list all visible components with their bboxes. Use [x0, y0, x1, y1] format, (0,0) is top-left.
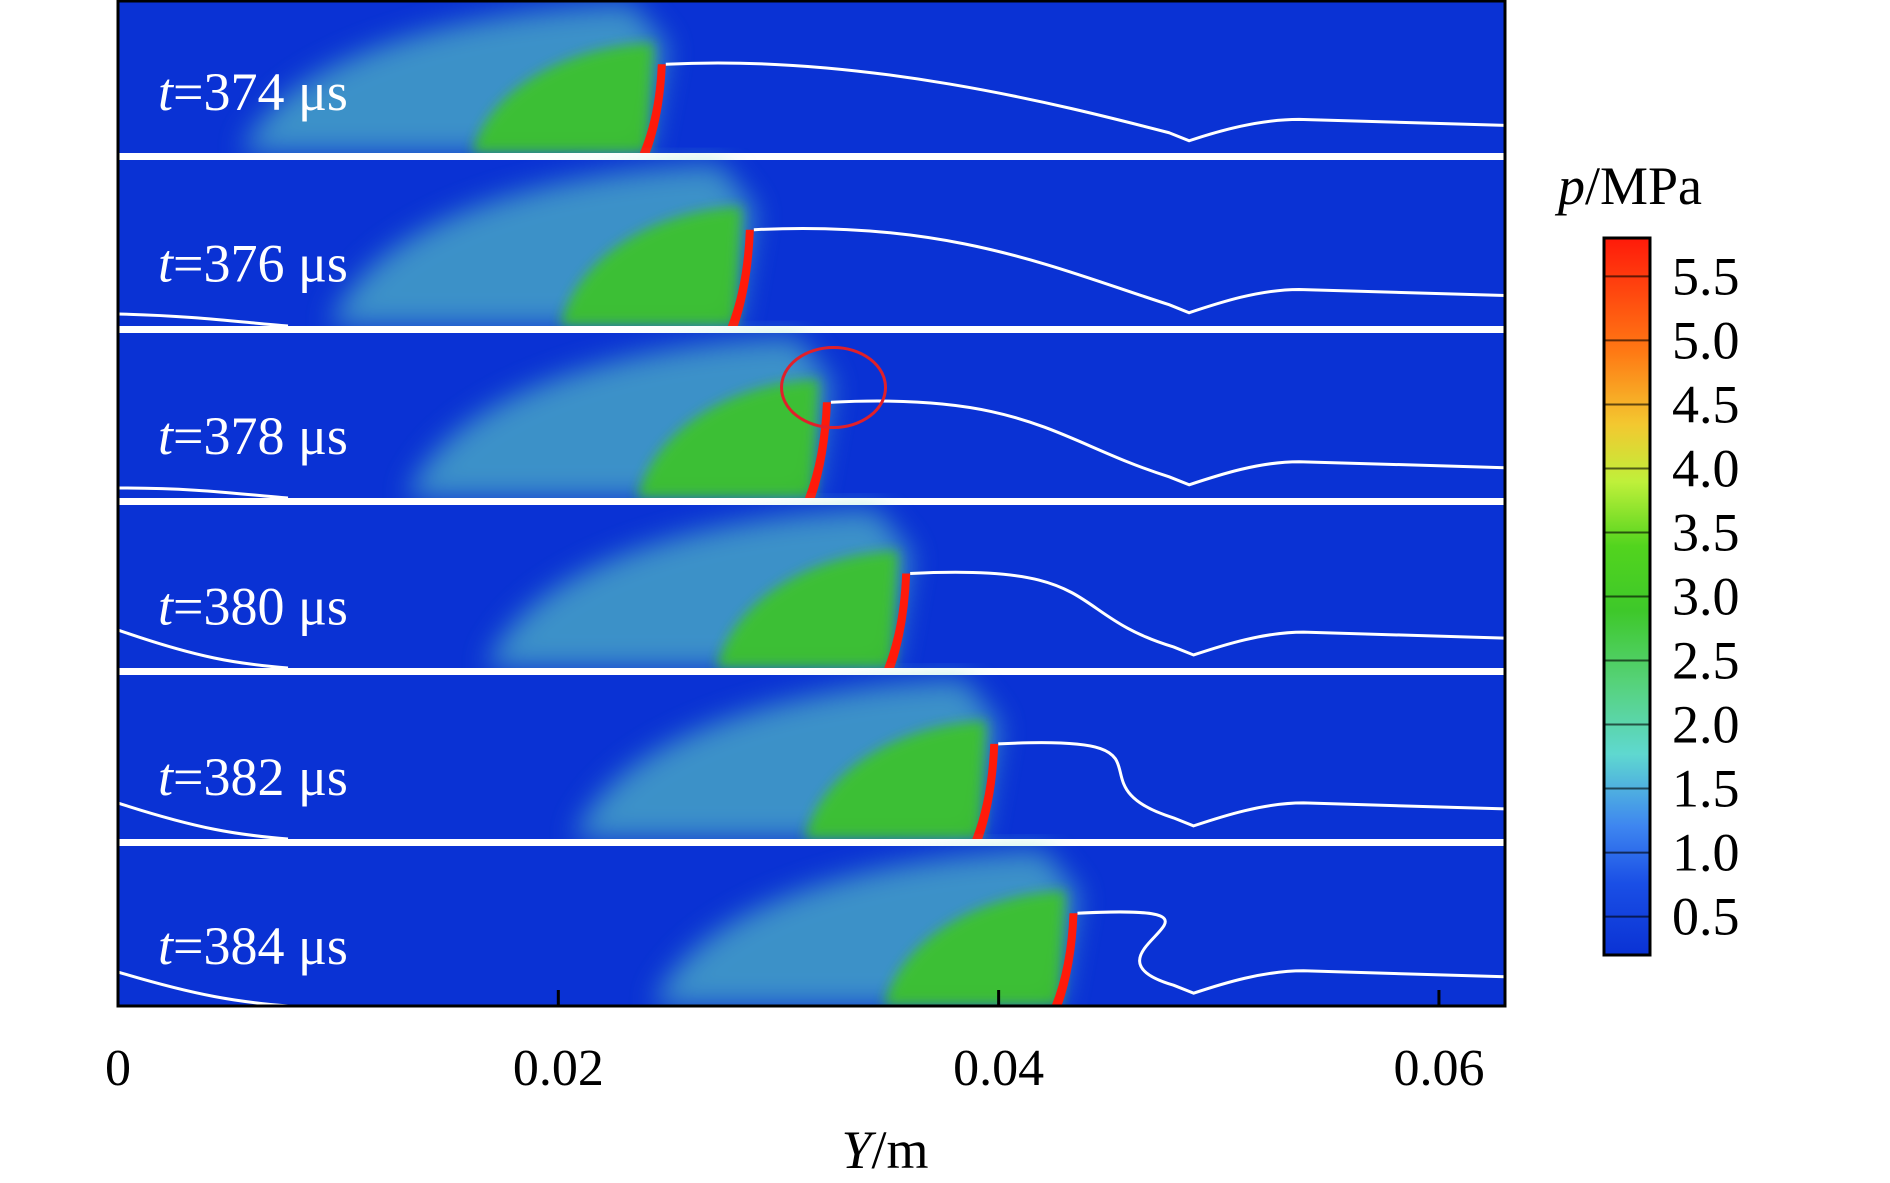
x-axis-title-italic: Y: [841, 1120, 876, 1180]
pressure-core: [716, 550, 899, 668]
panel-separator: [118, 153, 1505, 160]
panel-label: t=374 μs: [158, 62, 348, 122]
colorbar-title-rest: /MPa: [1585, 156, 1702, 216]
panel-label-italic: t: [158, 747, 175, 807]
panel-separator: [118, 668, 1505, 675]
contour-line: [665, 61, 1505, 143]
panel-2: t=376 μs: [118, 160, 1505, 328]
colorbar-tick-label: 0.5: [1672, 887, 1740, 947]
panel-1: t=374 μs: [118, 0, 1505, 154]
colorbar: 0.51.01.52.02.53.03.54.04.55.05.5 p/MPa: [1554, 156, 1740, 957]
x-tick-label: 0.04: [953, 1040, 1044, 1097]
contour-line: [998, 741, 1505, 828]
panel-label: t=378 μs: [158, 406, 348, 466]
panel-label-italic: t: [158, 916, 175, 976]
panel-label-rest: =384 μs: [173, 916, 348, 976]
panel-5: t=382 μs: [118, 675, 1505, 841]
panel-label-italic: t: [158, 233, 175, 293]
pressure-core: [471, 42, 654, 154]
annotation-circle: [780, 345, 888, 429]
panel-label-italic: t: [158, 577, 175, 637]
colorbar-tick-label: 2.0: [1672, 695, 1740, 755]
panel-label-rest: =382 μs: [173, 747, 348, 807]
pressure-core: [804, 720, 987, 839]
contour-line: [910, 570, 1505, 657]
pressure-core: [559, 206, 742, 326]
panel-label-rest: =374 μs: [173, 62, 348, 122]
pressure-peak: [884, 573, 911, 668]
colorbar-title: p/MPa: [1554, 156, 1702, 216]
panels-layer: t=374 μst=376 μst=378 μst=380 μst=382 μs…: [118, 0, 1505, 1006]
panel-separator: [118, 326, 1505, 333]
x-tick-label: 0.06: [1393, 1040, 1484, 1097]
panel-4: t=380 μs: [118, 505, 1505, 670]
pressure-core: [883, 890, 1066, 1006]
panel-label: t=384 μs: [158, 916, 348, 976]
pressure-peak: [1051, 913, 1078, 1006]
x-axis-title-rest: /m: [872, 1120, 929, 1180]
pressure-peak: [727, 229, 754, 326]
panel-label: t=376 μs: [158, 233, 348, 293]
colorbar-tick-label: 3.0: [1672, 567, 1740, 627]
colorbar-tick-label: 3.5: [1672, 502, 1740, 562]
panel-6: t=384 μs: [118, 846, 1505, 1006]
colorbar-tick-label: 1.5: [1672, 759, 1740, 819]
panel-separator: [118, 839, 1505, 846]
x-axis-title: Y/m: [841, 1120, 928, 1180]
panel-label-rest: =378 μs: [173, 406, 348, 466]
panel-separator: [118, 498, 1505, 505]
plot-border: [116, 0, 1507, 1008]
contour-line: [1077, 910, 1505, 995]
panel-label: t=380 μs: [158, 577, 348, 637]
x-tick-label: 0.02: [513, 1040, 604, 1097]
pressure-peak: [972, 743, 999, 839]
colorbar-tick-label: 4.0: [1672, 438, 1740, 498]
panel-label-rest: =380 μs: [173, 577, 348, 637]
contour-line-left: [118, 970, 289, 1006]
panel-label-italic: t: [158, 62, 175, 122]
pressure-peak: [639, 64, 666, 153]
contour-line-left: [118, 486, 289, 500]
x-axis: 0 0.02 0.04 0.06 Y/m: [105, 990, 1484, 1180]
colorbar-title-italic: p: [1554, 156, 1585, 216]
panel-label-italic: t: [158, 406, 175, 466]
x-tick-label: 0: [105, 1040, 131, 1097]
pressure-core: [636, 379, 819, 498]
colorbar-tick-label: 1.0: [1672, 823, 1740, 883]
panel-label-rest: =376 μs: [173, 233, 348, 293]
contour-line-left: [118, 628, 289, 670]
panel-3: t=378 μs: [118, 333, 1505, 500]
contour-line-left: [118, 312, 289, 328]
colorbar-tick-label: 5.0: [1672, 310, 1740, 370]
colorbar-tick-label: 4.5: [1672, 374, 1740, 434]
contour-line: [753, 226, 1505, 315]
colorbar-tick-label: 5.5: [1672, 246, 1740, 306]
panel-label: t=382 μs: [158, 747, 348, 807]
colorbar-tick-label: 2.5: [1672, 631, 1740, 691]
plot-frame: [116, 0, 1507, 1008]
contour-line-left: [118, 801, 289, 841]
contour-line: [830, 399, 1505, 487]
